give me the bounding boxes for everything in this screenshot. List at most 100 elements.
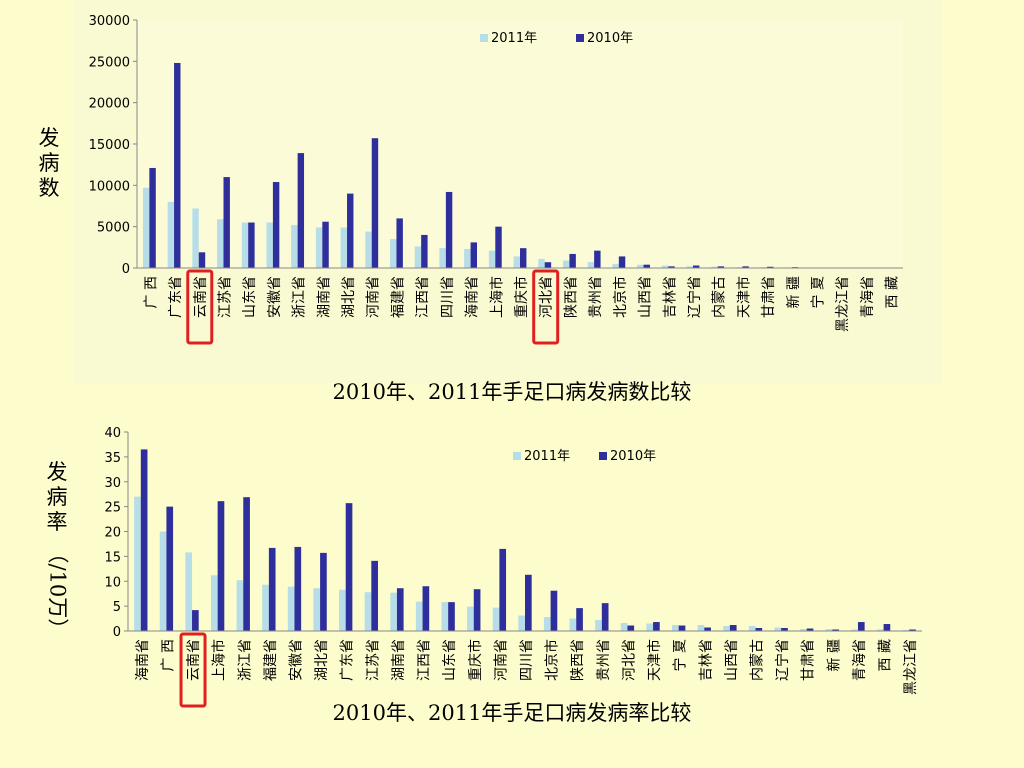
bar-2011 <box>315 227 323 268</box>
x-tick-label: 浙江省 <box>237 639 253 681</box>
top-ylabel-char-2: 病 <box>38 151 60 175</box>
bar-2011 <box>167 201 175 268</box>
x-tick-label: 云南省 <box>186 639 202 681</box>
bar-2010 <box>755 628 763 631</box>
bar-2011 <box>488 250 496 268</box>
bottom-chart-caption: 2010年、2011年手足口病发病率比较 <box>332 701 692 725</box>
bar-2011 <box>851 629 858 631</box>
x-tick-label: 四川省 <box>440 276 456 318</box>
x-tick-label: 湖北省 <box>341 276 357 318</box>
bar-2010 <box>198 252 206 268</box>
bar-2010 <box>594 250 601 268</box>
bar-2010 <box>704 627 711 631</box>
bar-2011 <box>492 607 500 631</box>
x-tick-label: 河北省 <box>621 639 637 681</box>
x-tick-label: 福建省 <box>390 276 406 318</box>
bar-2010 <box>174 62 181 269</box>
bar-2011 <box>313 588 321 631</box>
y-tick-label: 15 <box>104 550 121 565</box>
bar-2010 <box>909 629 916 631</box>
x-tick-label: 贵州省 <box>588 276 604 318</box>
bar-2010 <box>729 625 737 631</box>
bar-2011 <box>364 592 372 631</box>
y-tick-label: 10 <box>104 575 121 590</box>
y-tick-label: 5000 <box>97 221 130 236</box>
bar-2010 <box>627 625 635 631</box>
y-tick-label: 10000 <box>89 179 130 194</box>
x-tick-label: 河北省 <box>539 276 555 318</box>
x-tick-label: 广 西 <box>160 639 176 671</box>
x-tick-label: 贵州省 <box>596 639 612 681</box>
x-tick-label: 黑龙江省 <box>903 639 919 695</box>
y-tick-label: 30000 <box>89 14 130 29</box>
bar-2011 <box>620 623 628 631</box>
y-tick-label: 35 <box>104 451 121 466</box>
bar-2010 <box>294 546 302 631</box>
bar-2010 <box>470 242 478 268</box>
bar-2010 <box>422 586 430 631</box>
bar-2011 <box>266 222 273 268</box>
x-tick-label: 青海省 <box>852 639 868 681</box>
plot-area <box>137 20 903 268</box>
x-tick-label: 海南省 <box>135 639 151 681</box>
bar-2011 <box>543 617 551 631</box>
bar-2010 <box>781 628 788 631</box>
bar-2011 <box>390 592 397 631</box>
top-y-axis-label: 发 病 数 <box>36 126 62 201</box>
x-tick-label: 广东省 <box>340 639 356 681</box>
bar-2011 <box>340 227 348 268</box>
x-tick-label: 北京市 <box>544 639 561 681</box>
legend-swatch <box>599 452 607 460</box>
x-tick-label: 江苏省 <box>365 639 381 681</box>
bar-2010 <box>140 449 148 631</box>
y-tick-label: 40 <box>104 426 121 441</box>
x-tick-label: 北京市 <box>612 276 629 318</box>
x-tick-label: 上海市 <box>211 639 228 681</box>
bar-2011 <box>876 629 884 631</box>
x-tick-label: 江苏省 <box>217 276 233 318</box>
bar-2010 <box>678 625 686 631</box>
x-tick-label: 宁 夏 <box>810 276 827 308</box>
bar-2010 <box>345 503 353 631</box>
x-tick-label: 福建省 <box>263 639 279 681</box>
bar-2011 <box>439 248 446 268</box>
x-tick-label: 天津市 <box>646 639 663 681</box>
x-tick-label: 重庆市 <box>513 276 530 318</box>
bar-2010 <box>297 153 305 268</box>
x-tick-label: 甘肃省 <box>801 639 817 681</box>
bar-2010 <box>371 138 379 268</box>
bar-2010 <box>243 497 250 631</box>
bar-2010 <box>192 610 199 631</box>
bar-2010 <box>448 602 455 631</box>
bar-2010 <box>371 560 378 631</box>
bar-2011 <box>192 208 199 268</box>
bar-2010 <box>525 574 532 631</box>
legend-label: 2011年 <box>491 31 537 46</box>
bar-2011 <box>587 262 595 268</box>
y-tick-label: 20000 <box>89 97 130 112</box>
bar-2010 <box>396 218 403 268</box>
bar-2010 <box>806 628 814 631</box>
x-tick-label: 四川省 <box>519 639 535 681</box>
bar-2010 <box>322 221 329 268</box>
legend-swatch <box>576 34 584 42</box>
bar-2011 <box>748 626 756 631</box>
x-tick-label: 广东省 <box>168 276 184 318</box>
bottom-ylabel-char-1: 发 <box>46 460 68 484</box>
x-tick-label: 山东省 <box>442 639 458 681</box>
bar-2011 <box>441 602 449 631</box>
bar-2011 <box>562 260 570 268</box>
x-tick-label: 河南省 <box>493 639 509 681</box>
highlight-box <box>532 269 560 345</box>
bar-2011 <box>217 219 224 268</box>
x-tick-label: 吉林省 <box>698 639 714 681</box>
bar-2011 <box>711 266 718 268</box>
x-tick-label: 上海市 <box>488 276 505 318</box>
highlight-box <box>186 269 214 345</box>
top-chart-caption: 2010年、2011年手足口病发病数比较 <box>332 380 692 404</box>
bar-2010 <box>643 264 650 268</box>
bottom-ylabel-unit: （/10万） <box>45 542 70 640</box>
x-tick-label: 湖南省 <box>391 639 407 681</box>
